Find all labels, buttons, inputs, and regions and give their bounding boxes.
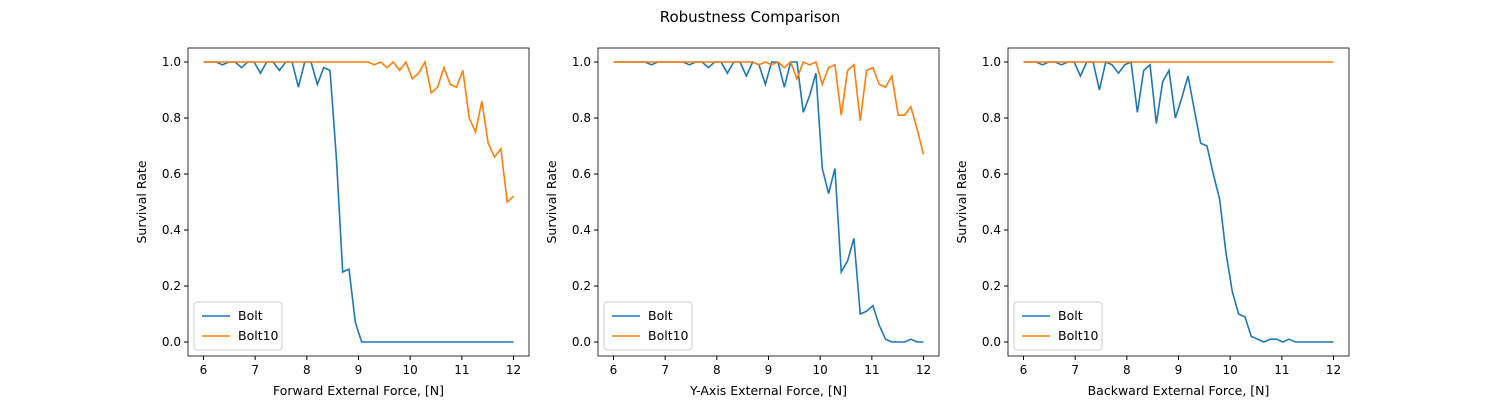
y-tick-label: 0.0 bbox=[572, 335, 591, 349]
axes-frame bbox=[1007, 47, 1350, 357]
y-tick-label: 0.4 bbox=[982, 223, 1001, 237]
y-tick-label: 0.0 bbox=[982, 335, 1001, 349]
series-line bbox=[203, 61, 514, 343]
x-tick-label: 12 bbox=[1326, 363, 1341, 377]
x-tick-label: 6 bbox=[200, 363, 208, 377]
y-tick-label: 0.4 bbox=[572, 223, 591, 237]
legend-label: Bolt bbox=[1058, 308, 1083, 323]
x-tick-label: 12 bbox=[916, 363, 931, 377]
x-tick-label: 11 bbox=[1274, 363, 1289, 377]
series-line bbox=[1023, 60, 1334, 343]
y-tick-label: 0.2 bbox=[572, 279, 591, 293]
y-axis-label: Survival Rate bbox=[134, 160, 149, 243]
x-tick-label: 7 bbox=[1071, 363, 1079, 377]
y-tick-label: 0.6 bbox=[162, 167, 181, 181]
x-tick-label: 9 bbox=[355, 363, 363, 377]
series-line bbox=[613, 60, 925, 155]
x-axis-label: Forward External Force, [N] bbox=[273, 383, 444, 398]
y-tick-label: 0.4 bbox=[162, 223, 181, 237]
legend-box bbox=[603, 301, 693, 351]
x-tick-label: 10 bbox=[403, 363, 418, 377]
y-tick-label: 0.6 bbox=[572, 167, 591, 181]
y-tick-label: 0.2 bbox=[982, 279, 1001, 293]
x-tick-label: 6 bbox=[610, 363, 618, 377]
figure-title: Robustness Comparison bbox=[660, 8, 841, 26]
y-tick-label: 1.0 bbox=[572, 55, 591, 69]
legend-box bbox=[1013, 301, 1103, 351]
x-tick-label: 6 bbox=[1020, 363, 1028, 377]
axes-frame bbox=[187, 47, 530, 357]
legend-box bbox=[193, 301, 283, 351]
x-tick-label: 7 bbox=[661, 363, 669, 377]
x-tick-label: 11 bbox=[864, 363, 879, 377]
y-tick-label: 0.0 bbox=[162, 335, 181, 349]
x-tick-label: 11 bbox=[454, 363, 469, 377]
y-tick-label: 1.0 bbox=[982, 55, 1001, 69]
y-axis-label: Survival Rate bbox=[544, 160, 559, 243]
y-tick-label: 0.8 bbox=[572, 111, 591, 125]
x-tick-label: 9 bbox=[1175, 363, 1183, 377]
x-tick-label: 12 bbox=[506, 363, 521, 377]
x-tick-label: 8 bbox=[303, 363, 311, 377]
legend-label: Bolt bbox=[648, 308, 673, 323]
y-tick-label: 0.8 bbox=[982, 111, 1001, 125]
y-tick-label: 0.8 bbox=[162, 111, 181, 125]
legend-label: Bolt bbox=[238, 308, 263, 323]
x-axis-label: Y-Axis External Force, [N] bbox=[689, 383, 847, 398]
y-tick-label: 1.0 bbox=[162, 55, 181, 69]
x-tick-label: 10 bbox=[813, 363, 828, 377]
legend-label: Bolt10 bbox=[238, 328, 279, 343]
series-line bbox=[203, 59, 515, 204]
x-axis-label: Backward External Force, [N] bbox=[1088, 383, 1270, 398]
y-tick-label: 0.2 bbox=[162, 279, 181, 293]
y-tick-label: 0.6 bbox=[982, 167, 1001, 181]
axes-frame bbox=[597, 47, 940, 357]
x-tick-label: 8 bbox=[713, 363, 721, 377]
x-tick-label: 9 bbox=[765, 363, 773, 377]
legend-label: Bolt10 bbox=[1058, 328, 1099, 343]
y-axis-label: Survival Rate bbox=[954, 160, 969, 243]
x-tick-label: 10 bbox=[1223, 363, 1238, 377]
x-tick-label: 8 bbox=[1123, 363, 1131, 377]
legend-label: Bolt10 bbox=[648, 328, 689, 343]
x-tick-label: 7 bbox=[251, 363, 259, 377]
